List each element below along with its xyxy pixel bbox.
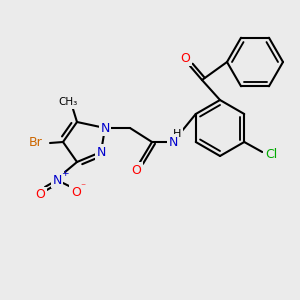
- Text: CH₃: CH₃: [58, 97, 78, 107]
- Text: N: N: [52, 173, 62, 187]
- Text: H: H: [173, 129, 181, 139]
- Text: O: O: [35, 188, 45, 202]
- Text: N: N: [168, 136, 178, 148]
- Text: O: O: [131, 164, 141, 176]
- Text: O: O: [180, 52, 190, 64]
- Text: N: N: [100, 122, 110, 134]
- Text: Br: Br: [29, 136, 43, 149]
- Text: +: +: [61, 169, 69, 178]
- Text: N: N: [96, 146, 106, 158]
- Text: O: O: [71, 185, 81, 199]
- Text: ⁻: ⁻: [80, 182, 86, 192]
- Text: Cl: Cl: [265, 148, 278, 161]
